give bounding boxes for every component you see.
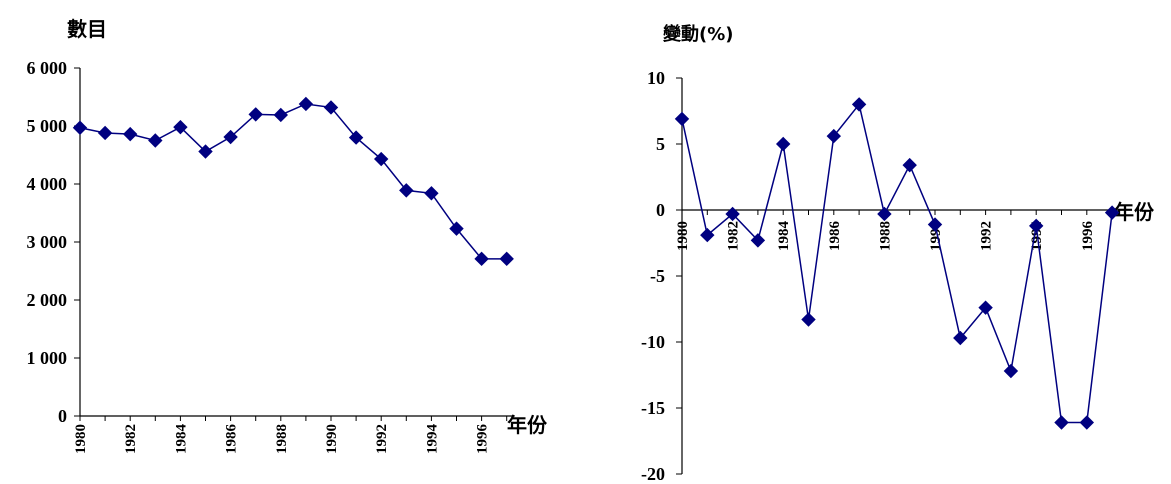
change-x-tick-label: 1982 [726,221,742,251]
change-x-tick-label: 1984 [776,221,792,252]
count-data-point [148,133,163,148]
change-x-tick-label: 1986 [827,221,843,252]
count-y-tick-label: 0 [58,406,67,426]
count-data-point [474,251,489,267]
change-x-tick-label: 1992 [979,221,995,251]
count-data-point [173,119,188,135]
change-data-point [978,300,993,315]
change-data-point [1054,415,1069,430]
change-data-point [700,227,715,243]
count-data-point [273,107,289,123]
count-data-point [399,183,414,198]
count-x-tick-label: 1988 [274,424,290,454]
change-data-point [750,233,766,248]
change-chart: 變動(%) 年份 -20 -15 -10 -5 0 5 10 1980 1982 1984 1986… [641,23,1155,484]
change-data-point [1028,218,1044,234]
count-y-tick-label: 2 000 [27,290,68,310]
change-series-line [681,102,1113,424]
count-data-point [499,251,514,267]
change-data-point [1104,205,1120,220]
change-data-point [851,97,867,112]
count-chart-title: 數目 [67,17,107,41]
change-x-tick-label: 1980 [675,221,691,251]
change-data-point [1003,363,1019,379]
count-data-point [97,125,113,141]
change-y-tick-label: 0 [656,200,665,220]
count-y-tick-label: 3 000 [27,232,68,252]
count-chart-series [72,96,514,267]
count-y-tick-label: 4 000 [27,174,68,194]
change-data-point [725,206,740,222]
count-data-point [122,126,138,142]
change-y-tick-label: -5 [650,266,665,286]
change-data-point [902,157,917,173]
count-chart-x-axis-label: 年份 [507,413,548,437]
count-x-tick-label: 1992 [374,424,390,454]
count-x-tick-label: 1990 [324,424,340,454]
change-chart-series [674,97,1120,430]
change-data-point [927,217,943,232]
change-x-tick-label: 1996 [1080,221,1096,252]
count-data-point [449,221,464,236]
count-data-point [298,96,314,112]
count-x-tick-label: 1980 [73,424,89,454]
change-chart-title: 變動(%) [663,23,734,45]
count-data-point [348,130,364,145]
change-data-point [1079,415,1095,430]
change-chart-x-axis-label: 年份 [1114,200,1155,224]
count-data-point [424,186,439,201]
change-data-point [775,136,791,152]
count-data-point [323,100,339,115]
count-chart-axes: 0 1 000 2 000 3 000 4 000 5 000 6 000 1980 1982 1… [27,58,515,454]
count-y-tick-label: 1 000 [27,348,68,368]
change-y-tick-label: 10 [647,68,665,88]
count-data-point [248,107,263,122]
count-data-point [373,151,389,167]
count-data-point [72,120,88,135]
count-y-tick-label: 6 000 [27,58,68,78]
change-y-tick-label: -15 [641,398,665,418]
count-x-tick-label: 1994 [424,424,440,455]
change-x-tick-label: 1988 [877,221,893,251]
change-y-tick-label: -20 [641,464,665,484]
count-data-point [198,144,213,159]
count-data-point [223,129,238,145]
count-chart: 數目 年份 0 1 000 2 000 3 000 4 000 5 000 6 000 198… [27,17,549,454]
change-data-point [826,128,842,144]
change-data-point [877,206,892,222]
count-x-tick-label: 1982 [123,424,139,454]
change-data-point [953,330,968,346]
count-x-tick-label: 1996 [475,424,491,455]
change-y-tick-label: 5 [656,134,665,154]
count-x-tick-label: 1984 [173,424,189,455]
count-y-tick-label: 5 000 [27,116,68,136]
change-y-tick-label: -10 [641,332,665,352]
change-data-point [674,111,690,127]
count-x-tick-label: 1986 [224,424,240,455]
count-series-line [79,103,507,260]
change-data-point [801,312,816,327]
